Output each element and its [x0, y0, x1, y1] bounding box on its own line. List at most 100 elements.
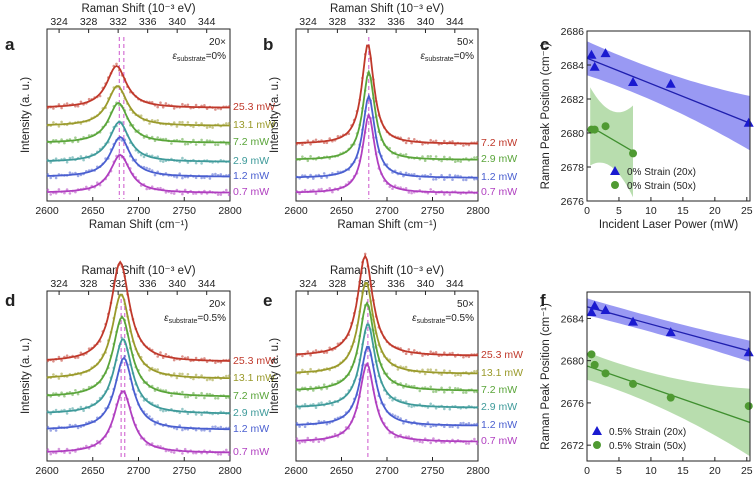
spectrum-data-point — [57, 355, 61, 359]
spectrum-data-point — [172, 121, 176, 124]
legend-triangle-icon — [610, 166, 620, 175]
triangle-marker — [586, 307, 597, 317]
circle-marker — [629, 149, 638, 158]
spectrum-data-point — [186, 373, 190, 376]
spectrum-data-point — [407, 348, 411, 351]
triangle-marker — [665, 78, 676, 88]
spectrum-data-point — [164, 137, 168, 141]
spectrum-data-point — [186, 161, 190, 164]
power-label: 13.1 mW — [233, 119, 275, 131]
spectrum-data-point — [186, 412, 190, 416]
spectrum-data-point — [473, 437, 476, 441]
power-label: 1.2 mW — [481, 419, 517, 431]
spectrum-data-point — [175, 427, 179, 431]
spectrum-data-point — [181, 120, 184, 124]
spectrum-data-point — [314, 349, 318, 352]
spectrum-data-point — [413, 349, 416, 352]
spectrum-data-point — [443, 390, 446, 394]
spectrum-fit-curve — [46, 293, 230, 380]
spectrum-fit-curve — [295, 281, 478, 375]
spectrum-data-point — [79, 405, 83, 409]
triangle-marker — [665, 327, 676, 337]
power-label: 2.9 mW — [481, 153, 517, 165]
spectrum-data-point — [462, 391, 465, 394]
spectrum-data-point — [475, 156, 479, 159]
spectrum-data-point — [164, 191, 168, 194]
spectrum-data-point — [317, 188, 321, 191]
spectrum-data-point — [391, 187, 394, 190]
spectrum-data-point — [325, 387, 329, 390]
spectrum-fit-curve — [46, 315, 230, 398]
spectrum-data-point — [52, 121, 55, 124]
spectrum-data-point — [333, 432, 337, 436]
spectrum-data-point — [467, 355, 471, 359]
x-axis-label: Raman Shift (cm⁻¹) — [89, 219, 189, 231]
y-tick-label: 2678 — [561, 162, 585, 174]
top-tick-label: 340 — [168, 16, 186, 28]
strain-value: =0% — [206, 51, 226, 62]
spectrum-data-point — [68, 451, 72, 455]
spectrum-data-point — [396, 415, 400, 419]
power-label: 2.9 mW — [233, 155, 269, 167]
spectrum-fit-curve — [47, 390, 231, 454]
spectrum-data-point — [164, 102, 168, 105]
x-axis-label: Incident Laser Power (mW) — [599, 219, 738, 231]
top-tick-label: 332 — [109, 16, 127, 28]
spectrum-data-point — [322, 172, 326, 175]
spectrum-data-point — [200, 391, 203, 395]
x-tick-label: 2750 — [421, 205, 445, 217]
power-label: 13.1 mW — [233, 372, 275, 384]
power-label: 25.3 mW — [233, 101, 275, 113]
strain-label: εsubstrate=0% — [173, 51, 227, 63]
top-tick-label: 328 — [329, 16, 347, 28]
spectrum-data-point — [443, 155, 446, 159]
spectrum-data-point — [429, 425, 433, 429]
spectrum-data-point — [194, 161, 198, 165]
spectrum-data-point — [462, 144, 465, 147]
spectrum-fit-curve — [295, 323, 478, 409]
top-tick-label: 324 — [50, 16, 68, 28]
x-tick-label: 20 — [709, 205, 721, 217]
spectrum-data-point — [79, 100, 83, 104]
spectrum-data-point — [309, 143, 312, 146]
spectrum-data-point — [68, 423, 72, 427]
spectrum-data-point — [194, 373, 198, 377]
spectrum-data-point — [429, 385, 433, 389]
spectrum-data-point — [96, 439, 99, 443]
triangle-marker — [600, 304, 611, 314]
legend-circle-icon — [593, 441, 601, 449]
spectrum-data-point — [85, 185, 88, 189]
spectrum-data-point — [440, 373, 443, 376]
linear-fit-line — [587, 306, 750, 352]
spectrum-data-point — [421, 441, 424, 444]
triangle-marker — [743, 117, 754, 127]
spectrum-data-point — [49, 452, 52, 456]
y-axis-label: Raman Peak Position (cm⁻¹) — [540, 42, 552, 189]
spectrum-data-point — [443, 139, 446, 143]
spectrum-data-point — [164, 449, 168, 453]
spectrum-data-point — [145, 166, 148, 170]
spectrum-data-point — [200, 374, 203, 377]
spectrum-data-point — [303, 440, 307, 444]
spectrum-data-point — [306, 159, 310, 163]
spectrum-data-point — [448, 369, 452, 373]
spectrum-data-point — [148, 369, 151, 372]
linear-fit-line — [587, 57, 750, 124]
spectrum-data-point — [391, 399, 394, 402]
top-tick-label: 336 — [139, 278, 157, 290]
spectrum-data-point — [429, 188, 433, 191]
spectrum-data-point — [208, 392, 212, 396]
spectrum-data-point — [312, 389, 315, 392]
spectrum-data-point — [181, 372, 184, 376]
x-tick-label: 2600 — [35, 205, 59, 217]
spectrum-data-point — [225, 448, 228, 452]
spectrum-fit-curve — [296, 345, 479, 427]
top-tick-label: 336 — [387, 16, 405, 28]
spectrum-data-point — [74, 136, 77, 139]
top-tick-label: 328 — [80, 278, 98, 290]
spectrum-data-point — [301, 143, 304, 146]
spectrum-data-point — [164, 353, 168, 356]
spectrum-data-point — [227, 374, 231, 378]
spectrum-fit-curve — [47, 121, 230, 163]
spectrum-data-point — [65, 102, 69, 105]
